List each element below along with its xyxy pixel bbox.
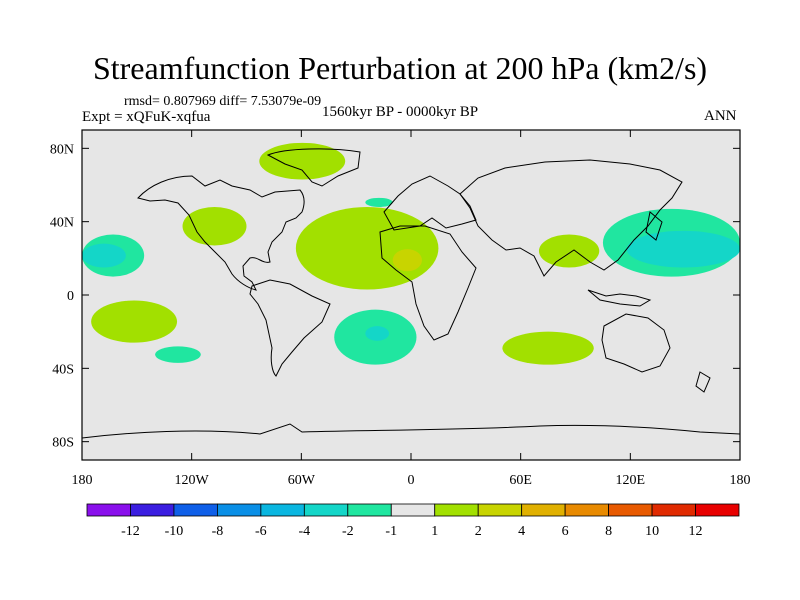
colorbar-swatch <box>695 503 740 517</box>
season-label: ANN <box>704 108 737 124</box>
anomaly-region-12 <box>155 346 201 363</box>
colorbar-label: 2 <box>475 524 482 539</box>
colorbar-swatch <box>434 503 479 517</box>
colorbar-label: 1 <box>431 524 438 539</box>
period-label: 1560kyr BP - 0000kyr BP <box>322 104 479 120</box>
colorbar-label: 6 <box>562 524 569 539</box>
chart-title: Streamfunction Perturbation at 200 hPa (… <box>92 50 708 86</box>
anomaly-region-10 <box>626 230 740 268</box>
anomaly-region-5 <box>365 197 393 208</box>
experiment-label: Expt = xQFuK-xqfua <box>82 109 211 125</box>
colorbar-swatch <box>564 503 610 517</box>
x-tick-label: 60E <box>509 473 532 488</box>
colorbar-swatch <box>260 503 305 517</box>
colorbar-swatch <box>130 503 175 517</box>
x-tick-label: 180 <box>730 473 751 488</box>
anomaly-region-15 <box>502 331 594 365</box>
rmsd-diff-stats: rmsd= 0.807969 diff= 7.53079e-09 <box>124 94 322 109</box>
colorbar-label: -2 <box>342 524 354 539</box>
colorbar-swatch <box>521 503 566 517</box>
colorbar-swatch <box>347 503 392 517</box>
colorbar-label: -10 <box>165 524 184 539</box>
colorbar-label: 4 <box>518 524 525 539</box>
colorbar-swatch <box>303 503 349 517</box>
anomaly-region-4 <box>259 142 346 180</box>
anomaly-layer <box>82 142 740 365</box>
colorbar-swatch <box>477 503 523 517</box>
anomaly-region-11 <box>91 300 178 343</box>
anomaly-region-3 <box>182 207 247 246</box>
y-tick-label: 0 <box>67 289 74 304</box>
colorbar-label: 10 <box>645 524 659 539</box>
y-tick-label: 80N <box>50 142 74 157</box>
colorbar-swatch <box>86 503 131 517</box>
colorbar-label: 8 <box>605 524 612 539</box>
x-tick-label: 60W <box>288 473 316 488</box>
colorbar-label: 12 <box>689 524 703 539</box>
colorbar-label: -6 <box>255 524 267 539</box>
colorbar-swatch <box>608 503 653 517</box>
colorbar-label: -4 <box>298 524 310 539</box>
anomaly-region-7 <box>392 249 422 272</box>
anomaly-region-2 <box>82 243 126 268</box>
colorbar-label: -8 <box>212 524 224 539</box>
colorbar-swatch <box>173 503 218 517</box>
y-tick-label: 80S <box>52 436 74 451</box>
colorbar-swatch <box>216 503 262 517</box>
x-tick-label: 180 <box>72 473 93 488</box>
colorbar-label: -12 <box>121 524 140 539</box>
x-tick-label: 0 <box>408 473 415 488</box>
anomaly-region-8 <box>538 234 600 268</box>
colorbar-swatch <box>390 503 436 517</box>
coastlines <box>82 148 740 439</box>
x-tick-label: 120W <box>175 473 210 488</box>
anomaly-region-6 <box>295 207 439 290</box>
y-tick-label: 40S <box>52 362 74 377</box>
colorbar-label: -1 <box>385 524 397 539</box>
plot-background <box>82 130 740 460</box>
y-tick-label: 40N <box>50 216 74 231</box>
anomaly-region-14 <box>365 326 390 341</box>
colorbar-swatch <box>651 503 696 517</box>
x-tick-label: 120E <box>616 473 646 488</box>
